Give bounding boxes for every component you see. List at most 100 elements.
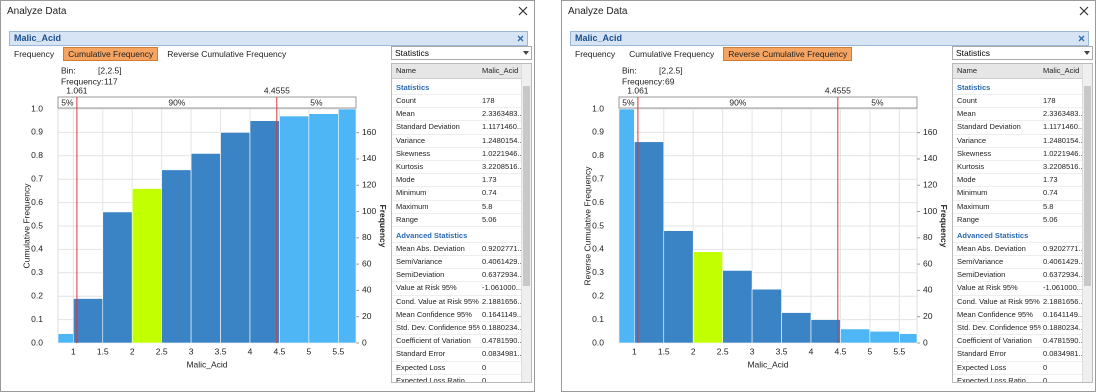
stat-name: Coefficient of Variation [957, 336, 1032, 346]
chart: Bin: [2,2.5]Frequency: 117 0.0 0.1 0.2 0.3 0.4 0… [21, 65, 388, 369]
tab[interactable]: Reverse Cumulative Frequency [723, 47, 853, 61]
y2-tick-label: 140 [923, 153, 937, 163]
stat-value: 2.1881656... [1043, 296, 1085, 306]
close-button[interactable] [1078, 4, 1090, 16]
scrollbar[interactable] [1082, 64, 1092, 382]
dropdown-value: Statistics [956, 48, 991, 58]
panel-close[interactable] [1078, 35, 1085, 42]
stat-value: 0.74 [482, 188, 497, 198]
section-title: Advanced Statistics [957, 230, 1029, 240]
close-icon [518, 6, 528, 16]
stat-value: 1.1171460... [1043, 122, 1085, 132]
stat-value: 1.73 [1043, 175, 1058, 185]
tab[interactable]: Cumulative Frequency [63, 47, 159, 61]
y-tick-label: 0.5 [592, 220, 604, 230]
percentile-band [57, 96, 357, 109]
stat-name: Minimum [957, 188, 988, 198]
table-row: Range 5.06 [953, 214, 1092, 227]
stat-value: 0.4781590... [482, 336, 524, 346]
y-tick-label: 0.3 [31, 267, 43, 277]
table-row: Variance 1.2480154... [392, 135, 531, 148]
bin-label: Bin: [622, 65, 637, 75]
section-row: Advanced Statistics [392, 227, 531, 243]
stat-name: Value at Risk 95% [396, 283, 457, 293]
y2-tick-label: 80 [923, 232, 933, 242]
stats-table: Name Malic_Acid Statistics Count 178 Mean 2.33… [391, 63, 532, 383]
panel-close[interactable] [517, 35, 524, 42]
table-row: Expected Loss 0 [392, 362, 531, 375]
close-button[interactable] [517, 4, 529, 16]
y2-tick-label: 100 [362, 206, 376, 216]
y-tick-label: 1.0 [31, 103, 43, 113]
x-tick-label: 3 [750, 346, 755, 356]
stat-name: Cond. Value at Risk 95% [396, 296, 479, 306]
tab[interactable]: Frequency [14, 49, 55, 59]
table-row: Standard Error 0.0834981... [392, 348, 531, 362]
stat-name: SemiDeviation [957, 270, 1006, 280]
scroll-thumb[interactable] [1084, 86, 1091, 286]
bar [751, 288, 782, 344]
band-label: 5% [871, 97, 884, 107]
y-tick-label: 0.8 [592, 150, 604, 160]
header-cell: Malic_Acid [482, 66, 519, 75]
stat-value: 0.74 [1043, 188, 1058, 198]
stat-value: 0.6372934... [1043, 270, 1085, 280]
panel-header: Malic_Acid [570, 31, 1089, 46]
window-title: Analyze Data [568, 6, 628, 17]
stat-value: 0.4061429... [1043, 257, 1085, 267]
close-icon [1079, 6, 1089, 16]
band-label: 90% [168, 97, 185, 107]
bar [131, 188, 162, 344]
stat-name: Minimum [396, 188, 427, 198]
table-header: Name Malic_Acid [953, 64, 1092, 79]
bin-value: [2,2.5] [98, 65, 122, 75]
stat-name: Variance [957, 135, 987, 145]
y2-tick-label: 0 [362, 337, 367, 347]
header-cell: Name [957, 66, 978, 75]
y-tick-label: 0.4 [592, 244, 604, 254]
stat-value: 178 [1043, 96, 1056, 105]
stat-value: 2.3363483... [482, 109, 524, 119]
table-row: Mode 1.73 [953, 174, 1092, 188]
tab[interactable]: Reverse Cumulative Frequency [167, 49, 287, 59]
table-row: SemiDeviation 0.6372934... [392, 269, 531, 283]
x-tick-label: 4 [809, 346, 814, 356]
x-tick-label: 3.5 [776, 346, 788, 356]
tab[interactable]: Cumulative Frequency [629, 49, 715, 59]
bar [869, 330, 900, 344]
stat-name: Mean [396, 109, 415, 119]
y2-tick-label: 160 [362, 127, 376, 137]
table-row: Skewness 1.0221946... [953, 148, 1092, 161]
table-row: SemiVariance 0.4061429... [953, 256, 1092, 270]
y2-tick-label: 140 [362, 153, 376, 163]
table-row: Maximum 5.8 [392, 201, 531, 214]
table-row: Mean Confidence 95% 0.1641149... [392, 309, 531, 322]
tab[interactable]: Frequency [575, 49, 616, 59]
bar [161, 169, 192, 344]
stat-name: Maximum [957, 201, 990, 211]
frequency-value: 117 [104, 76, 118, 86]
dropdown-value: Statistics [395, 48, 430, 58]
y2-axis-label: Frequency [939, 205, 949, 248]
table-row: Minimum 0.74 [953, 187, 1092, 201]
y2-tick-label: 60 [362, 258, 372, 268]
band-label: 5% [61, 97, 74, 107]
stat-value: 0.1641149... [482, 309, 524, 319]
scrollbar[interactable] [521, 64, 531, 382]
y-tick-label: 0.3 [592, 267, 604, 277]
x-tick-label: 2.5 [156, 346, 168, 356]
stat-value: 3.2208516... [482, 161, 524, 171]
bar [899, 333, 918, 344]
table-row: Coefficient of Variation 0.4781590... [392, 335, 531, 349]
marker-label: 4.4555 [825, 85, 851, 95]
scroll-thumb[interactable] [523, 86, 530, 286]
stat-name: Kurtosis [396, 161, 424, 171]
dropdown[interactable]: Statistics [391, 46, 532, 60]
stat-name: Variance [396, 135, 426, 145]
marker-label: 1.061 [66, 85, 88, 95]
table-row: SemiVariance 0.4061429... [392, 256, 531, 270]
x-axis-label: Malic_Acid [747, 359, 788, 369]
stat-value: 2.3363483... [1043, 109, 1085, 119]
table-row: Standard Error 0.0834981... [953, 348, 1092, 362]
dropdown[interactable]: Statistics [952, 46, 1093, 60]
